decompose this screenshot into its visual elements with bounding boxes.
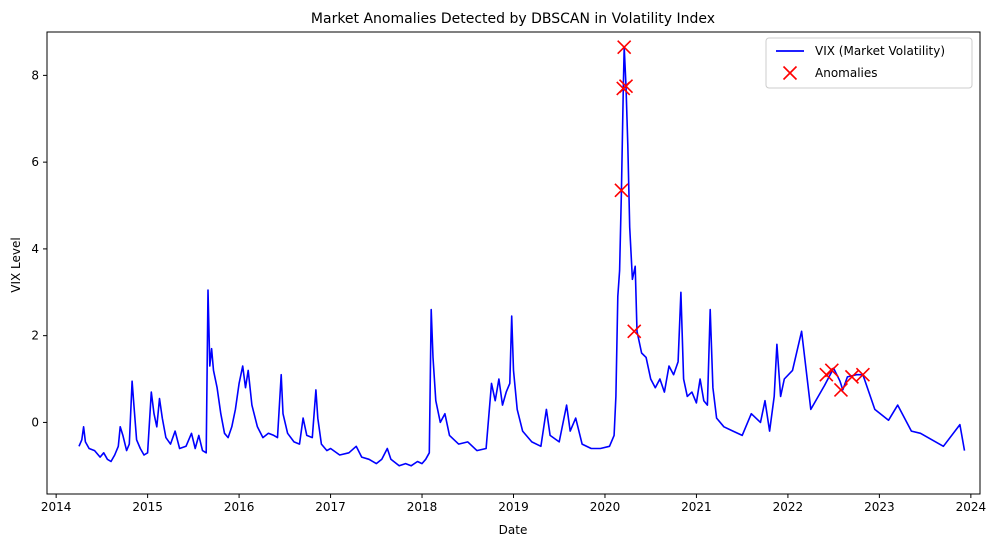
series-line-vix <box>78 46 966 467</box>
y-tick-label: 0 <box>31 415 39 429</box>
anomaly-point <box>627 324 642 339</box>
anomaly-point <box>855 367 870 382</box>
x-tick-label: 2017 <box>315 500 346 514</box>
x-tick-label: 2023 <box>864 500 895 514</box>
anomaly-point <box>819 367 834 382</box>
y-tick-label: 6 <box>31 155 39 169</box>
x-tick-label: 2024 <box>956 500 987 514</box>
x-tick-label: 2021 <box>681 500 712 514</box>
y-tick-label: 2 <box>31 329 39 343</box>
y-tick-label: 4 <box>31 242 39 256</box>
anomaly-point <box>824 363 839 378</box>
legend-box <box>765 37 973 89</box>
axes: 2014 2015 2016 2017 2018 2019 2020 2021 2022 2023… <box>31 31 987 514</box>
x-tick-label: 2018 <box>407 500 438 514</box>
x-tick-label: 2022 <box>773 500 804 514</box>
y-axis-title: VIX Level <box>9 237 23 292</box>
anomaly-point <box>614 183 629 198</box>
plot-frame <box>46 31 981 495</box>
legend: VIX (Market Volatility) Anomalies <box>765 37 973 89</box>
x-tick-label: 2016 <box>224 500 255 514</box>
x-axis-title: Date <box>499 523 528 537</box>
legend-anomaly-swatch <box>782 65 798 81</box>
legend-label-vix: VIX (Market Volatility) <box>815 44 945 58</box>
chart-title: Market Anomalies Detected by DBSCAN in V… <box>311 11 715 27</box>
x-tick-label: 2019 <box>498 500 529 514</box>
x-tick-label: 2014 <box>41 500 72 514</box>
legend-label-anomalies: Anomalies <box>815 66 878 80</box>
anomaly-point <box>617 40 632 55</box>
x-tick-label: 2015 <box>132 500 163 514</box>
plot-area <box>78 40 966 467</box>
anomaly-point <box>618 79 634 94</box>
y-tick-label: 8 <box>31 68 39 82</box>
x-tick-label: 2020 <box>590 500 621 514</box>
anomaly-point <box>833 382 849 397</box>
anomaly-point <box>844 369 860 384</box>
